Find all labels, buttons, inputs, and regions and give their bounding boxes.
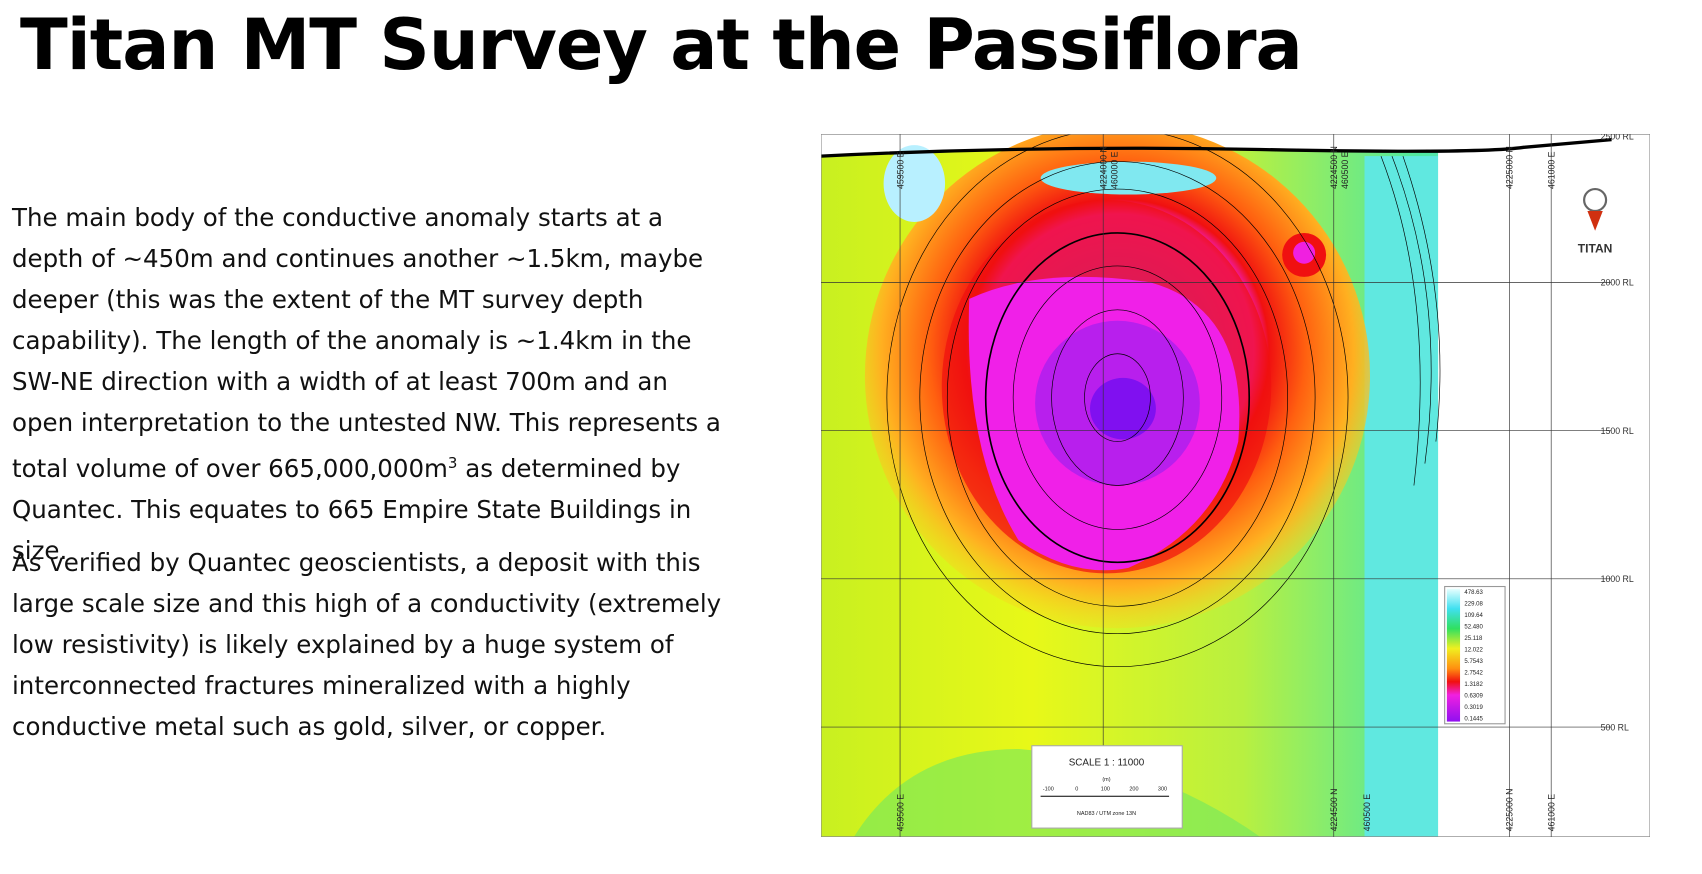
scale-datum: NAD83 / UTM zone 13N (1077, 811, 1136, 817)
scale-unit: (m) (1102, 777, 1110, 783)
coordinate-label: 4224500 N (1329, 788, 1339, 831)
scale-tick: 100 (1101, 787, 1110, 793)
text: The main body of the conductive anomaly … (12, 203, 721, 484)
legend-value: 12.022 (1464, 648, 1483, 654)
legend-value: 1.3182 (1464, 682, 1483, 688)
title: Titan MT Survey at the Passiflora (20, 4, 1303, 86)
legend-value: 478.63 (1464, 590, 1483, 596)
legend-value: 52.480 (1464, 625, 1483, 631)
coordinate-label: 4224500 N (1329, 146, 1339, 189)
text: as determined by Quantec. This equates t… (12, 454, 692, 566)
paragraph: The main body of the conductive anomaly … (12, 197, 732, 571)
logo: TITAN (1578, 242, 1613, 256)
coordinate-label: 4225000 N (1505, 788, 1515, 831)
paragraph: As verified by Quantec geoscientists, a … (12, 548, 722, 741)
rl-label: 2000 RL (1601, 278, 1634, 288)
legend-value: 0.1445 (1464, 716, 1483, 722)
rl-label: 500 RL (1601, 722, 1629, 732)
legend-value: 109.64 (1464, 613, 1483, 619)
legend-value: 229.08 (1464, 602, 1483, 608)
coordinate-label: 459500 E (895, 794, 905, 832)
scale-tick: 200 (1129, 787, 1138, 793)
coordinate-label: 460500 E (1340, 151, 1350, 189)
legend-value: 0.3019 (1464, 705, 1483, 711)
coordinate-label: 461000 E (1546, 794, 1556, 832)
mt-section: TITAN 2500 RL 2000 RL 1500 RL 1000 RL 500 RL 4… (821, 134, 1650, 837)
legend-value: 0.6309 (1464, 694, 1483, 700)
superscript: 3 (447, 454, 458, 472)
legend-value: 2.7542 (1464, 671, 1483, 677)
rl-label: 2500 RL (1601, 134, 1634, 142)
coordinate-label: 4224000 N (1098, 146, 1108, 189)
legend-value: 25.118 (1464, 636, 1483, 642)
coordinate-label: 460000 E (1109, 151, 1119, 189)
scale-title: SCALE 1 : 11000 (1069, 757, 1145, 768)
scale-tick: 0 (1075, 787, 1078, 793)
coordinate-label: 459500 E (895, 151, 905, 189)
rl-label: 1500 RL (1601, 426, 1634, 436)
legend-value: 5.7543 (1464, 659, 1483, 665)
rl-label: 1000 RL (1601, 574, 1634, 584)
scale-tick: -100 (1043, 787, 1054, 793)
coordinate-label: 4225000 N (1505, 146, 1515, 189)
legend-colorbar (1446, 588, 1461, 722)
map-image (821, 134, 1650, 837)
coordinate-label: 460500 E (1362, 794, 1372, 832)
scale-tick: 300 (1158, 787, 1167, 793)
coordinate-label: 461000 E (1546, 151, 1556, 189)
